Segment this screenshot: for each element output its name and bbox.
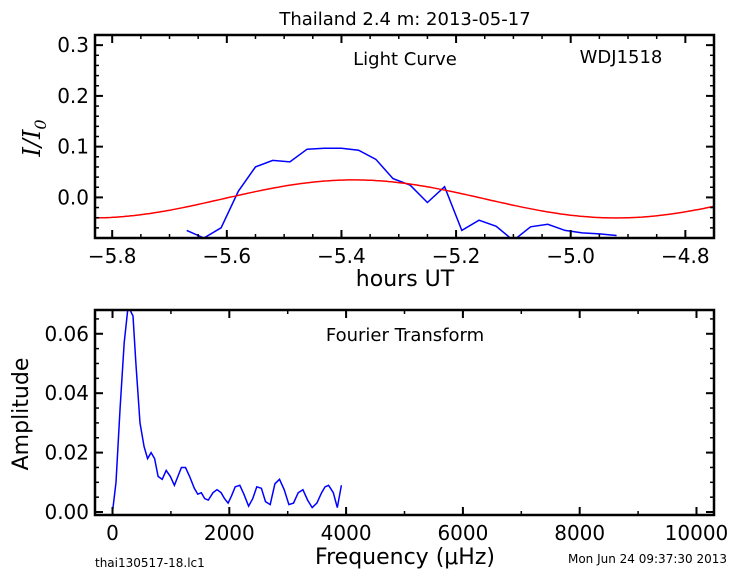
- x-tick-label: −5.4: [317, 244, 366, 268]
- y-tick-label: 0.00: [44, 500, 89, 524]
- light-curve-ylabel: I/I0: [18, 119, 50, 157]
- x-tick-label: 6000: [437, 521, 488, 545]
- x-tick-label: 10000: [665, 521, 729, 545]
- x-tick-label: 2000: [204, 521, 255, 545]
- fourier-ylabel: Amplitude: [9, 358, 34, 471]
- x-tick-label: −5.6: [203, 244, 252, 268]
- footer-timestamp: Mon Jun 24 09:37:30 2013: [568, 552, 727, 566]
- x-tick-label: 0: [106, 521, 119, 545]
- target-name-label: WDJ1518: [580, 47, 663, 68]
- light-curve-xlabel: hours UT: [356, 267, 455, 292]
- fourier-xlabel: Frequency (μHz): [315, 545, 495, 570]
- light-curve-series-line-0: [186, 147, 617, 238]
- x-tick-label: −5.8: [88, 244, 137, 268]
- x-tick-label: 4000: [321, 521, 372, 545]
- x-tick-label: 8000: [554, 521, 605, 545]
- fourier-transform-panel: 0 2000 4000 6000 8000 10000 0.00 0.02 0.04 0.06 F…: [9, 308, 729, 570]
- y-tick-label: 0.0: [57, 185, 89, 209]
- x-tick-label: −5.0: [546, 244, 595, 268]
- fourier-series-line-0: [111, 310, 343, 513]
- y-tick-label: 0.3: [57, 33, 89, 57]
- light-curve-series-line-1: [95, 179, 714, 219]
- y-tick-label: 0.1: [57, 135, 89, 159]
- light-curve-panel: −5.8 −5.6 −5.4 −5.2 −5.0 −4.8 0.0 0.1 0.2 0.3 Lig…: [18, 33, 716, 292]
- figure-title: Thailand 2.4 m: 2013-05-17: [278, 9, 530, 30]
- light-curve-title: Light Curve: [353, 49, 457, 70]
- y-tick-label: 0.02: [44, 441, 89, 465]
- x-tick-label: −4.8: [661, 244, 710, 268]
- footer-filename: thai130517-18.lc1: [95, 556, 205, 570]
- svg-text:I/I0: I/I0: [18, 119, 50, 157]
- y-tick-label: 0.2: [57, 84, 89, 108]
- x-tick-label: −5.2: [432, 244, 481, 268]
- y-tick-label: 0.06: [44, 322, 89, 346]
- y-tick-label: 0.04: [44, 381, 89, 405]
- fourier-title: Fourier Transform: [326, 325, 484, 346]
